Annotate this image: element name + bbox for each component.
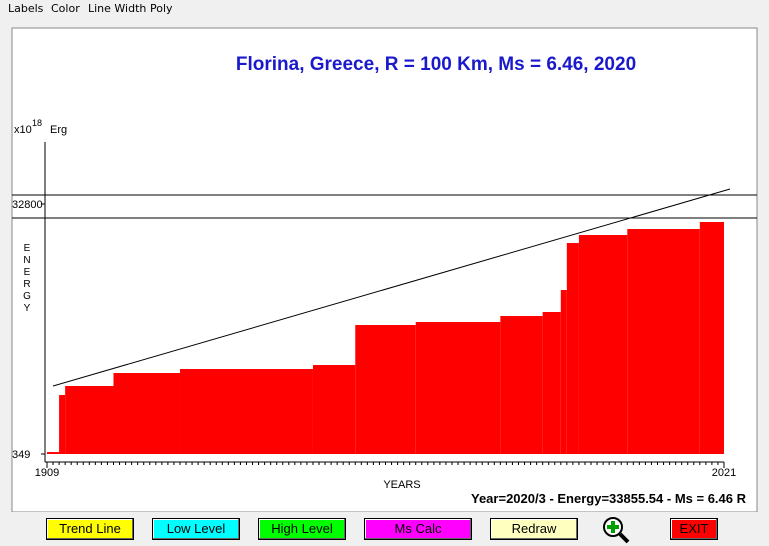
bar <box>113 373 180 454</box>
button[interactable]: Redraw <box>490 518 578 540</box>
menu-item[interactable]: Poly <box>150 2 173 15</box>
bar <box>312 365 356 454</box>
x-tick-label: 1909 <box>35 467 59 479</box>
menu-item[interactable]: Color <box>51 2 80 15</box>
button[interactable]: High Level <box>258 518 346 540</box>
unit-exponent: 18 <box>32 118 42 128</box>
trend-line <box>52 188 731 387</box>
menu-item[interactable]: Labels <box>8 2 44 15</box>
y-axis-label: ENERGY <box>22 243 33 315</box>
button[interactable]: EXIT <box>670 518 718 540</box>
x-tick-label: 2021 <box>712 467 736 479</box>
status-text: Year=2020/3 - Energy=33855.54 - Ms = 6.4… <box>471 491 747 506</box>
button[interactable]: Ms Calc <box>364 518 472 540</box>
button[interactable]: Low Level <box>152 518 240 540</box>
unit-base: x10 <box>14 124 32 136</box>
bar <box>355 325 416 454</box>
bar <box>415 322 501 454</box>
chart: Florina, Greece, R = 100 Km, Ms = 6.46, … <box>11 27 758 512</box>
menu-item[interactable]: Line Width <box>88 2 147 15</box>
y-tick-label: 32800 <box>12 199 43 211</box>
bar <box>47 452 60 454</box>
bar <box>59 395 66 454</box>
y-tick-label: 349 <box>12 449 30 461</box>
bar <box>578 235 628 454</box>
bar <box>627 229 700 454</box>
x-axis-label: YEARS <box>383 479 420 491</box>
chart-title: Florina, Greece, R = 100 Km, Ms = 6.46, … <box>236 54 636 75</box>
bar <box>500 316 543 454</box>
bar <box>560 290 567 454</box>
bar <box>699 222 724 454</box>
bar <box>65 386 114 454</box>
unit-label: Erg <box>50 124 67 136</box>
bar <box>542 312 561 454</box>
button[interactable]: Trend Line <box>46 518 134 540</box>
bar <box>179 369 313 454</box>
zoom-button[interactable] <box>599 514 633 544</box>
bar <box>566 243 579 454</box>
